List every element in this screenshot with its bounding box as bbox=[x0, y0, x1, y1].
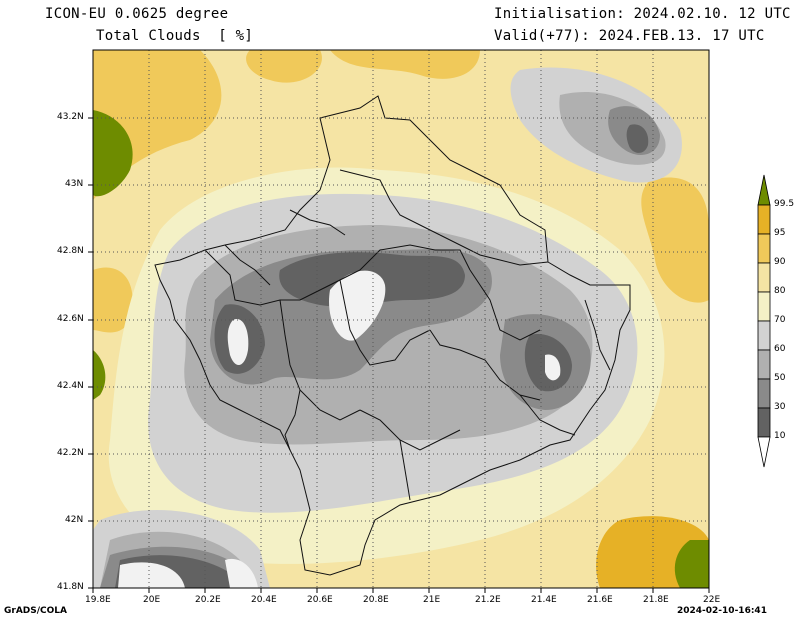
lat-label-42-4: 42.4N bbox=[57, 381, 84, 391]
lon-label-21-2: 21.2E bbox=[475, 595, 501, 605]
region-border-10 bbox=[399, 439, 411, 501]
colorbar-box-95 bbox=[757, 204, 771, 235]
cloud-patch-orange-ne bbox=[330, 50, 480, 79]
lon-label-19-8: 19.8E bbox=[85, 595, 111, 605]
region-border-11 bbox=[224, 244, 271, 286]
lat-label-43-2: 43.2N bbox=[57, 112, 84, 122]
cloud-patch-orange-n bbox=[246, 50, 322, 83]
lon-label-20-6: 20.6E bbox=[307, 595, 333, 605]
region-border-12 bbox=[519, 394, 576, 436]
colorbar-box-60 bbox=[757, 320, 771, 351]
colorbar-box-10 bbox=[757, 407, 771, 438]
region-border-7 bbox=[339, 169, 441, 236]
colorbar-label-10: 10 bbox=[774, 431, 786, 441]
tick-marks bbox=[88, 117, 710, 593]
footer-grads: GrADS/COLA bbox=[4, 606, 67, 616]
colorbar-box-30 bbox=[757, 378, 771, 409]
lon-label-20: 20E bbox=[143, 595, 161, 605]
colorbar-label-95: 95 bbox=[774, 228, 786, 238]
cloud-patch-orange-w bbox=[93, 267, 133, 333]
colorbar-label-60: 60 bbox=[774, 344, 786, 354]
cloud-patch-green-sw bbox=[93, 350, 106, 400]
region-border-8 bbox=[439, 234, 549, 266]
colorbar-label-70: 70 bbox=[774, 315, 786, 325]
clear-patch-east bbox=[545, 354, 561, 381]
colorbar-label-99-5: 99.5 bbox=[774, 199, 795, 209]
cloud-patch-green-w bbox=[93, 110, 133, 197]
region-border-9 bbox=[284, 389, 301, 451]
lon-label-21: 21E bbox=[423, 595, 441, 605]
cloud-patch-orange-e bbox=[641, 177, 709, 303]
lat-label-42-6: 42.6N bbox=[57, 314, 84, 324]
colorbar-label-50: 50 bbox=[774, 373, 786, 383]
colorbar-top-triangle bbox=[757, 174, 771, 206]
region-border-2 bbox=[339, 279, 431, 366]
region-border-1 bbox=[204, 244, 471, 306]
colorbar-box-80 bbox=[757, 262, 771, 293]
lat-label-42: 42N bbox=[65, 515, 84, 525]
init-time: Initialisation: 2024.02.10. 12 UTC bbox=[494, 6, 791, 22]
region-border-6 bbox=[359, 409, 461, 451]
lat-label-42-8: 42.8N bbox=[57, 246, 84, 256]
cloud-patch-gray10-ne bbox=[626, 124, 649, 153]
border-lines bbox=[154, 95, 631, 576]
region-border-13 bbox=[584, 299, 611, 371]
colorbar-label-30: 30 bbox=[774, 402, 786, 412]
clear-patch-west bbox=[227, 319, 249, 366]
country-border bbox=[154, 95, 631, 576]
lon-label-21-4: 21.4E bbox=[531, 595, 557, 605]
region-border-4 bbox=[469, 269, 541, 341]
plot-frame bbox=[92, 49, 710, 589]
colorbar bbox=[757, 174, 771, 468]
region-border-14 bbox=[289, 209, 346, 236]
graticule bbox=[93, 50, 709, 588]
colorbar-label-80: 80 bbox=[774, 286, 786, 296]
clear-patch-sw2 bbox=[225, 558, 258, 588]
cloud-patch-green-se bbox=[674, 540, 709, 588]
colorbar-box-50 bbox=[757, 349, 771, 380]
lat-label-41-8: 41.8N bbox=[57, 582, 84, 592]
lon-label-20-2: 20.2E bbox=[195, 595, 221, 605]
lon-label-20-4: 20.4E bbox=[251, 595, 277, 605]
lat-label-42-2: 42.2N bbox=[57, 448, 84, 458]
variable-title: Total Clouds [ %] bbox=[96, 28, 254, 44]
colorbar-bottom-triangle bbox=[757, 436, 771, 468]
clear-patch-center bbox=[329, 270, 386, 341]
colorbar-box-90 bbox=[757, 233, 771, 264]
lat-label-43: 43N bbox=[65, 179, 84, 189]
colorbar-box-70 bbox=[757, 291, 771, 322]
footer-timestamp: 2024-02-10-16:41 bbox=[677, 606, 767, 616]
clear-patch-sw bbox=[118, 562, 185, 588]
model-title: ICON-EU 0.0625 degree bbox=[45, 6, 229, 22]
valid-time: Valid(+77): 2024.FEB.13. 17 UTC bbox=[494, 28, 765, 44]
colorbar-label-90: 90 bbox=[774, 257, 786, 267]
lon-label-20-8: 20.8E bbox=[363, 595, 389, 605]
lon-label-21-6: 21.6E bbox=[587, 595, 613, 605]
lon-label-21-8: 21.8E bbox=[643, 595, 669, 605]
lon-label-22: 22E bbox=[703, 595, 721, 605]
